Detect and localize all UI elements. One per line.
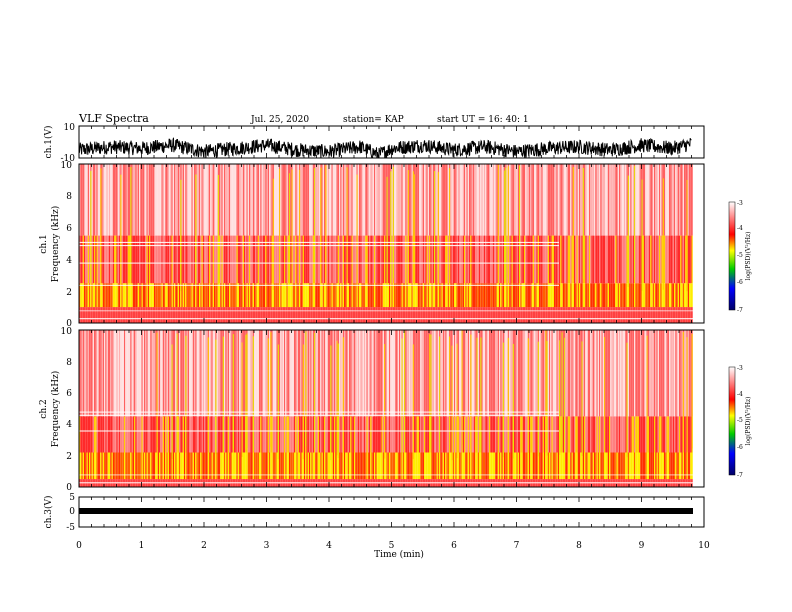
ch1-spectrogram-ylabel-freq: Frequency (kHz): [50, 206, 61, 283]
start-time-label: start UT = 16: 40: 1: [437, 115, 529, 125]
spec1-ytick-8: 8: [66, 192, 72, 202]
ch1-spectrogram-xticks: [78, 164, 705, 323]
cb2-tick-3: -3: [737, 365, 743, 372]
cb1-tick-4: -4: [737, 225, 743, 232]
ch1-xticks: [78, 126, 705, 158]
spec2-ytick-10: 10: [61, 327, 73, 337]
spec1-ytick-0: 0: [66, 319, 72, 329]
cb1-tick-7: -7: [737, 307, 743, 314]
spec1-ytick-6: 6: [66, 224, 72, 234]
x-tick-label-2: 2: [201, 541, 207, 551]
spec2-ytick-6: 6: [66, 389, 72, 399]
date-label: Jul. 25, 2020: [250, 115, 309, 125]
ch1-spectrogram-yticks: 0 2 4 6 8 10: [61, 161, 73, 329]
ch2-colorbar: -3 -4 -5 -6 -7 log(PSD)(V²/Hz): [728, 365, 752, 479]
ch3-ylabel: ch.3(V): [43, 496, 54, 529]
ch3-xticks: [78, 497, 705, 527]
x-tick-label-10: 10: [698, 541, 710, 551]
ch1-ytick-top: 10: [64, 123, 76, 133]
ch1-spectrogram-panel: 0 2 4 6 8 10 ch.1 Frequency (kHz) -3 -4 …: [39, 161, 752, 329]
ch2-spectrogram-yticks: 0 2 4 6 8 10: [61, 327, 73, 493]
ch3-waveform-panel: 5 0 -5 ch.3(V): [43, 493, 705, 533]
ch2-spectrogram-panel: 0 2 4 6 8 10 ch.2 Frequency (kHz) -3 -4 …: [39, 327, 752, 493]
ch1-spectrogram-ylabel-channel: ch.1: [39, 234, 49, 253]
ch2-spectrogram-xticks: [78, 330, 705, 487]
cb2-tick-7: -7: [737, 472, 743, 479]
spec1-ytick-4: 4: [66, 256, 72, 266]
x-tick-label-9: 9: [639, 541, 645, 551]
cb1-tick-6: -6: [737, 279, 743, 286]
ch1-waveform-trace: [79, 137, 692, 158]
cb2-tick-6: -6: [737, 444, 743, 451]
spec2-ytick-0: 0: [66, 483, 72, 493]
x-tick-label-0: 0: [76, 541, 82, 551]
cb2-tick-5: -5: [737, 417, 743, 424]
ch2-spectrogram-ylabel-freq: Frequency (kHz): [50, 371, 61, 448]
ch1-colorbar: -3 -4 -5 -6 -7 log(PSD)(V²/Hz): [728, 200, 752, 314]
ch3-ytick-0: 0: [69, 507, 75, 517]
cb1-tick-5: -5: [737, 252, 743, 259]
x-tick-label-5: 5: [389, 541, 395, 551]
ch1-waveform-panel: 10 -10 ch.1(V): [43, 123, 705, 164]
x-axis-label: Time (min): [374, 549, 424, 560]
ch3-ytick-5: 5: [69, 493, 75, 503]
spec1-ytick-2: 2: [66, 288, 72, 298]
ch1-ytick-bottom: -10: [61, 154, 76, 164]
ch2-spectrogram-ylabel-channel: ch.2: [39, 399, 49, 418]
ch1-spectrogram-image: [79, 164, 693, 323]
x-tick-label-3: 3: [264, 541, 270, 551]
station-label: station= KAP: [343, 115, 404, 125]
x-tick-label-4: 4: [326, 541, 332, 551]
x-tick-label-1: 1: [139, 541, 145, 551]
cb2-tick-4: -4: [737, 391, 743, 398]
cb1-tick-3: -3: [737, 200, 743, 207]
cb2-label: log(PSD)(V²/Hz): [745, 397, 752, 446]
ch1-ylabel: ch.1(V): [43, 126, 54, 159]
ch3-ytick-minus5: -5: [66, 523, 75, 533]
ch3-waveform-trace: [79, 508, 693, 514]
spec2-ytick-8: 8: [66, 358, 72, 368]
x-tick-label-6: 6: [451, 541, 457, 551]
cb1-label: log(PSD)(V²/Hz): [745, 232, 752, 281]
spec2-ytick-2: 2: [66, 452, 72, 462]
x-tick-label-7: 7: [514, 541, 520, 551]
figure-title: VLF Spectra: [78, 112, 149, 125]
x-axis-tick-labels: 0 1 2 3 4 5 6 7 8 9 10: [76, 541, 710, 551]
x-tick-label-8: 8: [576, 541, 582, 551]
spec1-ytick-10: 10: [61, 161, 73, 171]
spec2-ytick-4: 4: [66, 420, 72, 430]
ch2-spectrogram-image: [79, 330, 693, 487]
